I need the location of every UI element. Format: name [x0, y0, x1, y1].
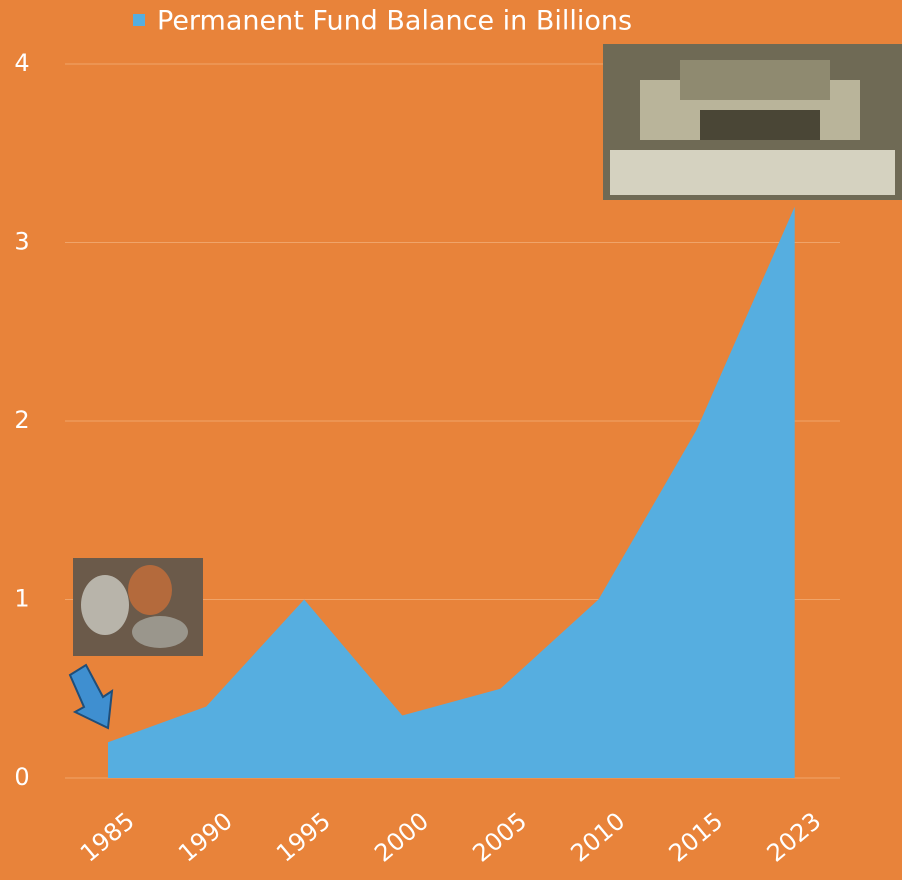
- y-tick-label: 1: [14, 585, 29, 613]
- arrow: [68, 663, 114, 730]
- area: [108, 206, 795, 779]
- legend: Permanent Fund Balance in Billions: [133, 6, 632, 37]
- y-tick-label: 3: [14, 228, 29, 256]
- money-picture: [603, 44, 902, 200]
- y-tick-label: 0: [14, 763, 29, 791]
- y-tick-label: 2: [14, 406, 29, 434]
- y-tick-label: 4: [14, 49, 29, 77]
- legend-label: Permanent Fund Balance in Billions: [157, 6, 632, 37]
- legend-marker: [133, 14, 145, 26]
- coins-picture: [73, 558, 203, 656]
